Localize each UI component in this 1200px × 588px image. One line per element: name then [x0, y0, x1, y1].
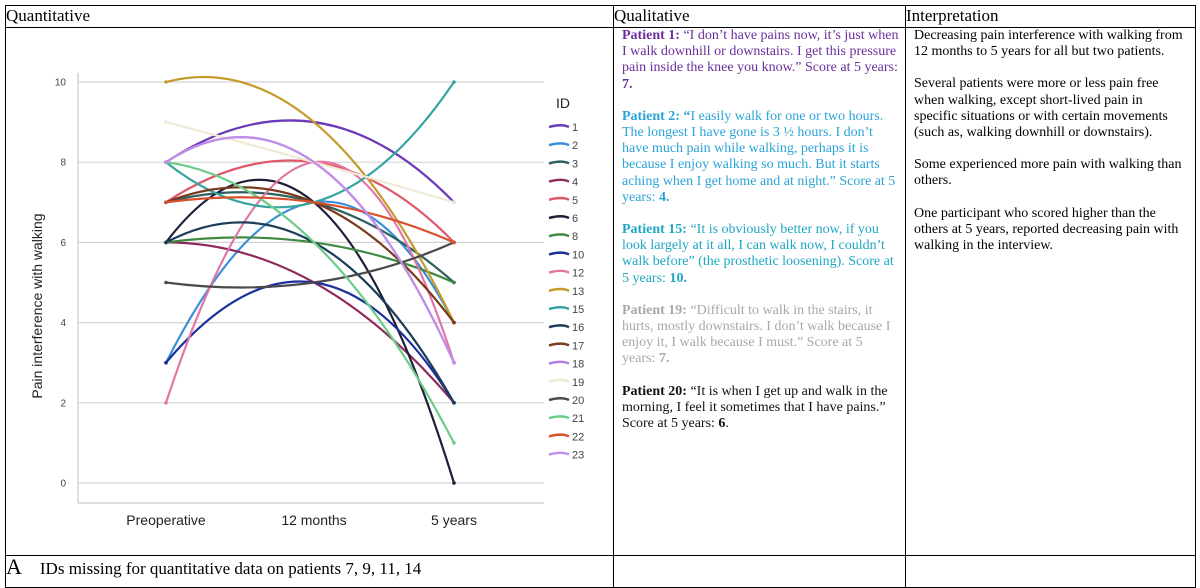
- missing-ids-note: IDs missing for quantitative data on pat…: [39, 559, 422, 578]
- data-point-19: [452, 200, 456, 205]
- y-tick-label: 10: [55, 78, 67, 89]
- legend-label-12: 12: [572, 268, 584, 280]
- interpretation-para-3: Some experienced more pain with walking …: [914, 157, 1182, 189]
- legend-label-19: 19: [572, 377, 584, 389]
- quote-patient-2: Patient 2: “I easily walk for one or two…: [622, 108, 896, 205]
- quantitative-cell: 0 2 4 6 8 10 Preoperative 12 months 5 years ID 1 2…: [5, 27, 614, 556]
- series-line-23: [165, 136, 456, 364]
- legend-swatch-13: [548, 287, 570, 293]
- legend-label-13: 13: [572, 286, 584, 298]
- y-tick-label: 4: [60, 318, 66, 329]
- legend-swatch-10: [548, 251, 570, 256]
- quote-patient-20: Patient 20: “It is when I get up and wal…: [622, 383, 888, 432]
- results-table: Quantitative Qualitative Interpretation …: [5, 5, 1196, 588]
- footer-empty-interpretation: [905, 555, 1196, 588]
- legend-title: ID: [556, 95, 570, 111]
- quote-patient-15: Patient 15: “It is obviously better now,…: [622, 222, 894, 286]
- legend-swatch-4: [548, 178, 570, 183]
- legend-swatch-12: [548, 269, 570, 274]
- quote-patient-19: Patient 19: “Difficult to walk in the st…: [622, 302, 891, 367]
- series-line-15: [165, 81, 455, 209]
- x-tick-label: Preoperative: [126, 512, 206, 528]
- legend-label-20: 20: [572, 395, 584, 407]
- legend-swatch-5: [548, 196, 570, 202]
- footer-cell: A IDs missing for quantitative data on pa…: [5, 554, 614, 588]
- data-point-23: [164, 160, 168, 164]
- data-point-12: [164, 401, 168, 405]
- legend-label-22: 22: [572, 431, 584, 443]
- legend-label-17: 17: [572, 340, 584, 352]
- legend-label-1: 1: [572, 122, 578, 134]
- legend-swatch-19: [548, 378, 570, 384]
- legend-label-8: 8: [572, 231, 578, 243]
- header-qualitative: Qualitative: [613, 5, 906, 28]
- legend-swatch-17: [548, 342, 570, 347]
- data-point-16: [164, 240, 168, 245]
- series-line-13: [165, 75, 455, 324]
- legend-swatch-6: [548, 214, 570, 220]
- data-point-13: [164, 80, 168, 84]
- legend-swatch-8: [548, 233, 570, 238]
- data-point-23: [452, 360, 456, 365]
- y-tick-label: 0: [60, 479, 66, 490]
- legend-swatch-23: [548, 451, 570, 456]
- legend-swatch-16: [548, 324, 570, 329]
- y-tick-label: 8: [60, 158, 66, 169]
- data-point-16: [452, 401, 456, 405]
- footer-empty-qualitative: [613, 555, 906, 588]
- legend-label-21: 21: [572, 413, 584, 425]
- series-line-20: [165, 241, 455, 289]
- interpretation-text: Decreasing pain interference with walkin…: [906, 28, 1195, 254]
- legend-label-18: 18: [572, 359, 584, 371]
- data-point-15: [452, 80, 456, 84]
- data-point-17: [452, 320, 456, 325]
- interpretation-para-2: Several patients were more or less pain …: [914, 76, 1168, 141]
- legend-swatch-2: [548, 142, 570, 147]
- data-point-22: [452, 240, 456, 245]
- interpretation-para-4: One participant who scored higher than t…: [914, 205, 1179, 254]
- series-line-10: [165, 280, 455, 404]
- x-tick-label: 5 years: [431, 512, 477, 528]
- data-point-19: [164, 120, 168, 124]
- legend-label-5: 5: [572, 195, 578, 207]
- data-point-21: [452, 441, 456, 445]
- legend-label-2: 2: [572, 140, 578, 152]
- legend-swatch-15: [548, 305, 570, 311]
- y-tick-label: 2: [60, 398, 66, 409]
- legend-label-6: 6: [572, 213, 578, 225]
- legend-swatch-18: [548, 360, 570, 365]
- legend-swatch-1: [548, 123, 570, 129]
- legend-label-4: 4: [572, 177, 578, 189]
- y-axis-label: Pain interference with walking: [29, 213, 45, 398]
- series-line-21: [165, 161, 455, 444]
- data-point-10: [164, 360, 168, 365]
- legend-label-16: 16: [572, 322, 584, 334]
- legend-label-23: 23: [572, 450, 584, 462]
- qualitative-cell: Patient 1: “I don’t have pains now, it’s…: [613, 27, 906, 556]
- y-tick-label: 6: [60, 238, 66, 249]
- interpretation-para-1: Decreasing pain interference with walkin…: [914, 28, 1183, 60]
- panel-letter: A: [6, 554, 22, 579]
- header-quantitative: Quantitative: [5, 5, 614, 28]
- legend-swatch-21: [548, 415, 570, 420]
- data-point-22: [164, 200, 168, 205]
- data-point-8: [452, 280, 456, 285]
- legend-swatch-3: [548, 160, 570, 165]
- data-point-6: [452, 481, 456, 485]
- quote-patient-1: Patient 1: “I don’t have pains now, it’s…: [622, 28, 899, 92]
- data-point-20: [164, 280, 168, 285]
- legend-swatch-22: [548, 433, 570, 438]
- x-tick-label: 12 months: [281, 512, 346, 528]
- qualitative-quotes: Patient 1: “I don’t have pains now, it’s…: [614, 28, 905, 432]
- legend-swatch-20: [548, 396, 570, 402]
- legend-label-3: 3: [572, 158, 578, 170]
- interpretation-cell: Decreasing pain interference with walkin…: [905, 27, 1196, 556]
- legend-label-15: 15: [572, 304, 584, 316]
- legend-label-10: 10: [572, 249, 584, 261]
- header-interpretation: Interpretation: [905, 5, 1196, 28]
- series-line-22: [165, 196, 455, 244]
